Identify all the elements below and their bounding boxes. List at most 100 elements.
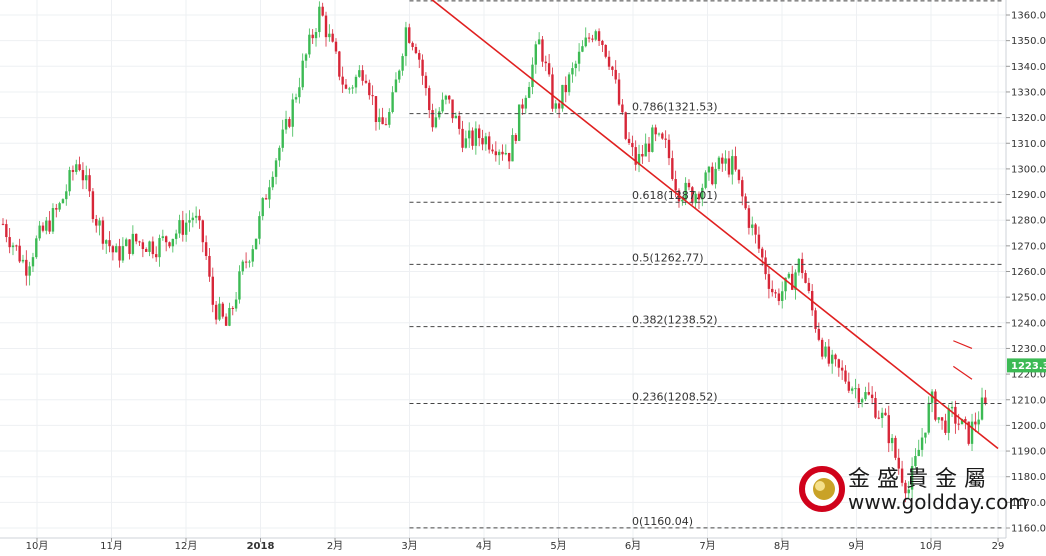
candle-body bbox=[294, 97, 298, 100]
x-tick-label: 3月 bbox=[401, 540, 417, 552]
candle-body bbox=[241, 261, 244, 272]
candle-body bbox=[194, 215, 198, 218]
candle-body bbox=[601, 40, 604, 45]
y-tick-label: 1280.00 bbox=[1011, 216, 1046, 227]
candle-body bbox=[914, 456, 917, 467]
candle-body bbox=[957, 423, 960, 425]
candle-body bbox=[654, 127, 657, 135]
candle-body bbox=[621, 104, 624, 113]
candle-body bbox=[527, 87, 531, 98]
candle-body bbox=[657, 133, 661, 135]
y-tick-label: 1190.00 bbox=[1011, 447, 1046, 458]
candle-body bbox=[910, 466, 914, 490]
candle-body bbox=[727, 158, 731, 175]
candle-body bbox=[827, 346, 831, 364]
candle-body bbox=[807, 282, 811, 291]
candle-body bbox=[667, 139, 671, 159]
candle-body bbox=[361, 70, 364, 81]
candle-body bbox=[870, 394, 874, 399]
candle-body bbox=[731, 156, 734, 175]
candle-body bbox=[8, 237, 11, 248]
candle-body bbox=[58, 203, 61, 210]
candle-body bbox=[141, 242, 145, 250]
candle-body bbox=[567, 74, 571, 93]
candle-body bbox=[684, 182, 687, 200]
candle-body bbox=[164, 236, 168, 243]
candle-body bbox=[28, 266, 31, 276]
candle-body bbox=[298, 87, 301, 98]
y-tick-label: 1250.00 bbox=[1011, 293, 1046, 304]
candle-body bbox=[55, 208, 58, 210]
candle-body bbox=[970, 421, 974, 444]
candle-body bbox=[364, 80, 368, 83]
candle-body bbox=[115, 246, 118, 253]
candle-body bbox=[71, 170, 75, 172]
candle-body bbox=[231, 307, 234, 309]
candle-body bbox=[11, 245, 15, 248]
candle-body bbox=[371, 95, 374, 97]
candle-body bbox=[687, 182, 691, 188]
candle-body bbox=[581, 46, 584, 52]
candle-body bbox=[454, 115, 458, 119]
candle-body bbox=[614, 69, 617, 80]
x-tick-label: 9月 bbox=[848, 540, 864, 552]
x-tick-label: 10月 bbox=[920, 540, 943, 552]
candle-body bbox=[607, 56, 611, 67]
fib-level-label: 0.786(1321.53) bbox=[632, 101, 718, 114]
candle-body bbox=[691, 187, 694, 204]
candle-body bbox=[794, 272, 797, 290]
candle-body bbox=[441, 99, 444, 112]
candle-body bbox=[764, 257, 767, 275]
candle-body bbox=[35, 238, 38, 258]
candle-body bbox=[321, 6, 324, 16]
candle-body bbox=[314, 32, 318, 39]
candle-body bbox=[521, 104, 524, 109]
candle-body bbox=[121, 246, 125, 261]
candle-body bbox=[401, 56, 404, 71]
candle-body bbox=[178, 220, 181, 234]
candle-body bbox=[254, 238, 258, 250]
candle-body bbox=[198, 215, 201, 221]
candle-body bbox=[494, 151, 498, 156]
candle-body bbox=[1, 223, 5, 225]
candle-body bbox=[681, 199, 684, 202]
y-tick-label: 1210.00 bbox=[1011, 395, 1046, 406]
candle-body bbox=[468, 130, 471, 139]
candle-body bbox=[421, 59, 424, 76]
candle-body bbox=[148, 241, 151, 252]
x-tick-label: 2018 bbox=[247, 541, 275, 552]
y-tick-label: 1180.00 bbox=[1011, 472, 1046, 483]
candle-body bbox=[544, 61, 547, 64]
candle-body bbox=[900, 468, 904, 483]
candle-body bbox=[701, 187, 704, 200]
x-tick-label: 11月 bbox=[100, 540, 123, 552]
candle-body bbox=[977, 419, 980, 425]
candle-body bbox=[781, 291, 784, 301]
candle-body bbox=[627, 138, 631, 143]
candle-body bbox=[95, 218, 98, 226]
candle-body bbox=[248, 261, 251, 263]
candle-body bbox=[814, 310, 817, 329]
candle-body bbox=[924, 432, 927, 438]
candle-body bbox=[797, 258, 801, 273]
pennant-upper-line bbox=[953, 340, 973, 350]
candle-body bbox=[830, 354, 834, 364]
candle-body bbox=[374, 96, 378, 123]
candle-body bbox=[304, 54, 308, 61]
candle-body bbox=[960, 419, 964, 425]
candle-body bbox=[711, 166, 714, 185]
candle-body bbox=[651, 127, 654, 152]
candle-body bbox=[388, 112, 391, 125]
candle-body bbox=[561, 84, 564, 109]
candle-body bbox=[224, 316, 228, 326]
candle-body bbox=[181, 220, 185, 235]
y-tick-label: 1330.00 bbox=[1011, 87, 1046, 98]
candle-body bbox=[171, 238, 175, 247]
candle-body bbox=[308, 34, 311, 55]
candle-body bbox=[850, 388, 854, 391]
y-tick-label: 1310.00 bbox=[1011, 139, 1046, 150]
candle-body bbox=[594, 31, 597, 40]
candle-body bbox=[301, 60, 304, 88]
candle-body bbox=[65, 191, 68, 200]
candle-body bbox=[81, 170, 85, 181]
